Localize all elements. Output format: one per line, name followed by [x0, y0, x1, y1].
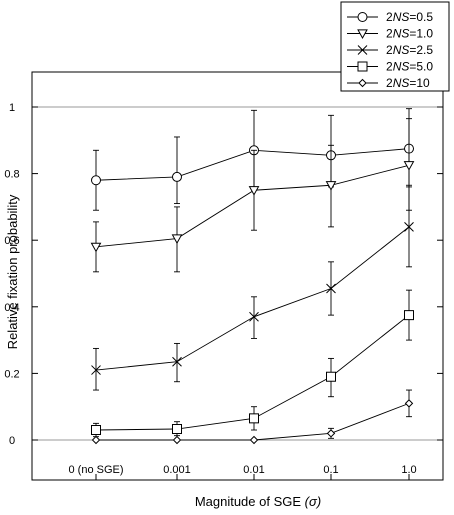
data-point	[90, 242, 102, 253]
x-tick-label: 0.01	[243, 464, 264, 476]
y-tick-label: 0.8	[4, 169, 19, 181]
series-line	[95, 164, 410, 248]
data-point	[404, 310, 414, 321]
legend-entry-italic: NS	[393, 60, 410, 74]
legend-entry-italic: NS	[393, 76, 410, 90]
data-point	[249, 311, 259, 322]
x-tick-label: 0.001	[163, 464, 191, 476]
y-tick-label: 0.6	[4, 235, 19, 247]
legend-entry-italic: NS	[393, 27, 410, 41]
legend-entry-0: 2NS=0.5	[386, 10, 433, 24]
legend-marker	[357, 29, 368, 40]
x-axis-label: Magnitude of SGE (σ)	[195, 494, 321, 509]
y-tick-label: 0.4	[4, 302, 19, 314]
y-tick-label: 0	[9, 435, 15, 447]
data-point	[249, 435, 259, 445]
legend-marker	[357, 45, 368, 55]
legend-marker	[357, 12, 368, 22]
data-point	[91, 175, 101, 186]
legend-entry-value: =2.5	[409, 43, 433, 57]
series-line	[95, 226, 410, 371]
data-point	[325, 181, 337, 191]
series-3	[91, 289, 414, 438]
y-tick-label: 0.2	[4, 368, 19, 380]
series-line	[95, 314, 410, 431]
legend-entry-value: =10	[409, 76, 430, 90]
data-point	[171, 234, 183, 245]
x-tick-label: 0.1	[323, 464, 338, 476]
legend-entry-value: =5.0	[409, 60, 433, 74]
data-point	[326, 429, 336, 438]
legend-marker	[358, 78, 367, 88]
axes-group: 0 0.2 0.4 0.6 0.8 1 0 (no SGE) 0.001 0.01 0.1 1.0	[4, 102, 443, 480]
x-tick-label: 1.0	[401, 464, 416, 476]
data-point	[404, 399, 414, 408]
series-layer	[90, 108, 415, 445]
legend-entry-italic: NS	[393, 43, 410, 57]
x-axis-label-symbol: (σ)	[305, 494, 322, 509]
data-point	[326, 371, 336, 382]
x-axis-label-text: Magnitude of SGE	[195, 494, 302, 509]
legend-entry-prefix: 2	[386, 10, 393, 24]
data-point	[172, 356, 182, 367]
data-point	[172, 435, 182, 445]
legend-entry-2: 2NS=2.5	[386, 43, 433, 57]
series-2	[91, 184, 414, 391]
plot-frame	[31, 71, 444, 481]
legend-entry-prefix: 2	[386, 43, 393, 57]
data-point	[249, 413, 259, 424]
data-point	[404, 222, 414, 232]
y-tick-label: 1	[9, 102, 15, 114]
legend-entry-3: 2NS=5.0	[386, 60, 433, 74]
legend-entry-italic: NS	[393, 10, 410, 24]
legend-entry-4: 2NS=10	[386, 76, 430, 90]
legend-entry-prefix: 2	[386, 60, 393, 74]
x-tick-label: 0 (no SGE)	[68, 464, 123, 476]
data-point	[248, 186, 260, 196]
data-point	[91, 425, 101, 436]
series-0	[91, 108, 414, 211]
legend-entry-prefix: 2	[386, 76, 393, 90]
y-axis-label: Relative fixation probability	[5, 194, 20, 349]
data-point	[172, 171, 182, 182]
legend-entry-prefix: 2	[386, 27, 393, 41]
legend-entry-value: =1.0	[409, 27, 433, 41]
series-4	[91, 389, 414, 445]
data-point	[91, 365, 101, 375]
legend-marker	[357, 61, 368, 72]
data-point	[326, 283, 336, 294]
legend-entry-1: 2NS=1.0	[386, 27, 433, 41]
legend-entry-value: =0.5	[409, 10, 433, 24]
series-1	[90, 118, 415, 273]
data-point	[91, 435, 101, 445]
data-point	[172, 424, 182, 435]
data-point	[403, 161, 415, 171]
